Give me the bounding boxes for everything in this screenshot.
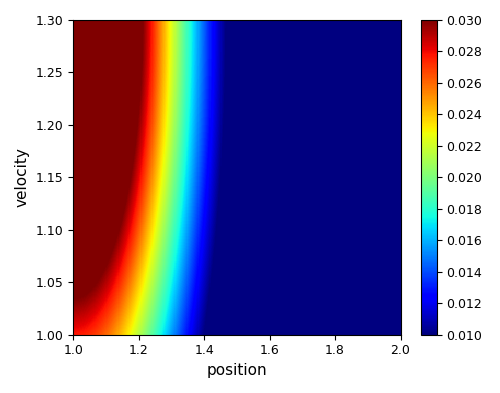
Y-axis label: velocity: velocity [15,147,30,207]
X-axis label: position: position [206,363,267,378]
